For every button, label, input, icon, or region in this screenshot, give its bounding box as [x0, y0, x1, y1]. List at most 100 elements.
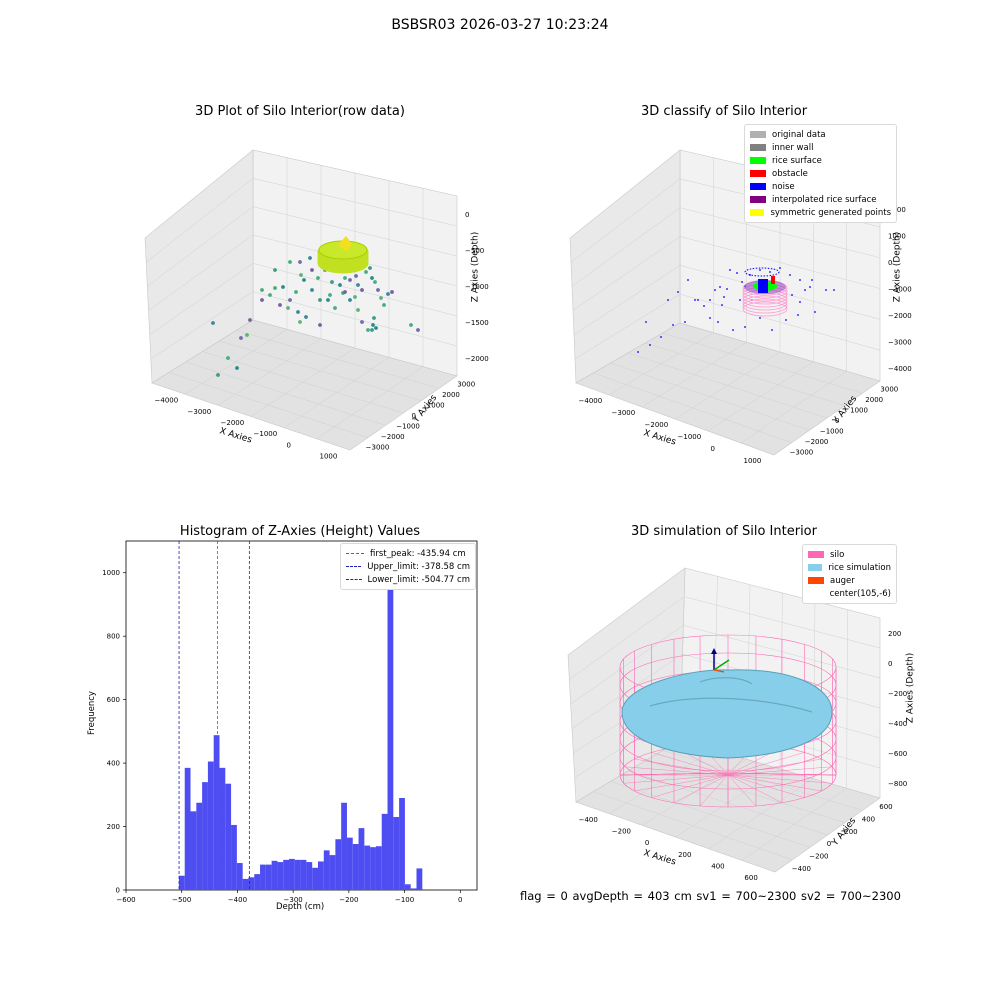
noise-point	[723, 296, 725, 298]
noise-point	[769, 271, 771, 273]
histogram-bar	[300, 859, 307, 890]
histogram-bar	[219, 767, 226, 890]
raw-data-point	[326, 298, 330, 302]
classify-grid-line	[570, 178, 681, 263]
noise-point	[799, 279, 801, 281]
raw-data-point	[348, 278, 352, 282]
histogram-bar	[358, 828, 365, 890]
raw-data-point	[318, 323, 322, 327]
raw-data-point	[273, 286, 277, 290]
legend-swatch	[750, 157, 766, 164]
histogram-bar	[236, 863, 243, 890]
histogram-y-tick-label: 800	[107, 633, 120, 641]
raw-data-point	[353, 295, 357, 299]
histogram-bar	[375, 846, 382, 890]
histogram-bar	[387, 560, 394, 890]
legend-entry: Upper_limit: -378.58 cm	[346, 560, 470, 573]
classify-z-tick-label: −2000	[888, 312, 912, 320]
raw-data-point	[316, 276, 320, 280]
legend-entry: silo	[808, 548, 891, 561]
raw-data-point	[298, 320, 302, 324]
classify-y-tick-label: −1000	[820, 428, 844, 436]
legend-label: Lower_limit: -504.77 cm	[367, 574, 470, 585]
raw-3d-plot: −4000 −3000 −2000 −1000 0 1000 −3000 −2000 −1000…	[144, 149, 489, 460]
histogram-bar	[404, 884, 411, 890]
histogram-bar	[312, 867, 318, 890]
classify-z-tick-label: 0	[888, 259, 892, 267]
noise-point	[687, 279, 689, 281]
legend-entry: rice simulation	[808, 561, 891, 574]
legend-swatch	[808, 564, 823, 571]
raw-x-tick-label: −1000	[254, 430, 278, 438]
histogram-bar	[231, 824, 237, 890]
classify-grid-line	[573, 265, 681, 335]
sim-y-tick-label: 0	[827, 840, 831, 848]
raw-y-tick-label: 0	[412, 412, 416, 420]
raw-data-point	[239, 336, 243, 340]
noise-point	[779, 267, 781, 269]
silo-floor-spoke	[727, 774, 822, 792]
classify-z-tick-label: −4000	[888, 365, 912, 373]
histogram-bar	[178, 875, 185, 890]
noise-point	[694, 299, 696, 301]
raw-data-point	[248, 318, 252, 322]
silo-floor-spoke	[727, 758, 822, 776]
raw-data-point	[245, 333, 249, 337]
raw-data-point	[356, 283, 360, 287]
noise-point	[729, 269, 731, 271]
raw-grid-line	[252, 178, 458, 227]
sim-x-tick-label: 400	[711, 863, 724, 871]
sim-grid-line	[662, 750, 863, 811]
histogram-y-tick-label: 400	[107, 760, 120, 768]
sim-z-tick-label: −400	[888, 720, 907, 728]
rice-simulation-surface	[621, 669, 833, 759]
auger-marker	[713, 669, 725, 673]
histogram-plot: −600 −500 −400 −300 −200 −100 0 0 200 400 600 800 10…	[102, 540, 478, 904]
histogram-y-tick-label: 200	[107, 823, 120, 831]
classify-y-tick-label: 3000	[880, 385, 898, 393]
classify-z-tick-label: −1000	[888, 286, 912, 294]
sim-x-tick-label: −200	[612, 828, 631, 836]
legend-entry: obstacle	[750, 167, 891, 180]
noise-point	[814, 311, 816, 313]
raw-data-point	[310, 288, 314, 292]
classify-grid-line	[662, 332, 863, 394]
classify-silo-ring	[742, 298, 788, 314]
raw-data-point	[372, 316, 376, 320]
raw-grid-line	[236, 330, 440, 389]
noise-point	[637, 351, 639, 353]
legend-label: rice surface	[772, 155, 822, 166]
histogram-bar	[416, 868, 423, 890]
noise-point	[732, 329, 734, 331]
classify-x-tick-label: −3000	[612, 409, 636, 417]
raw-data-point	[368, 266, 372, 270]
classify-x-tick-label: 1000	[744, 457, 762, 465]
legend-entry: symmetric generated points	[750, 206, 891, 219]
histogram-bar	[370, 847, 376, 890]
noise-point	[714, 289, 716, 291]
raw-data-point	[356, 308, 360, 312]
raw-data-point	[354, 274, 358, 278]
legend-swatch	[808, 551, 824, 558]
histogram-bar	[225, 783, 232, 890]
classify-y-tick-label: 2000	[865, 396, 883, 404]
noise-point	[726, 288, 728, 290]
noise-point	[741, 281, 743, 283]
legend-swatch	[750, 183, 766, 190]
legend-swatch	[750, 170, 766, 177]
raw-data-point	[343, 290, 347, 294]
legend-entry: inner wall	[750, 141, 891, 154]
classify-silo-ring	[742, 295, 788, 311]
raw-y-tick-label: 3000	[457, 380, 475, 388]
raw-y-tick-label: 2000	[442, 391, 460, 399]
sim-z-tick-label: 200	[888, 630, 901, 638]
raw-data-point	[360, 288, 364, 292]
histogram-bar	[346, 837, 353, 890]
noise-point	[717, 321, 719, 323]
legend-label: Upper_limit: -378.58 cm	[367, 561, 470, 572]
legend-swatch	[346, 579, 362, 580]
raw-data-point	[379, 296, 383, 300]
legend-swatch	[808, 577, 824, 584]
silo-floor-spoke	[623, 774, 729, 784]
